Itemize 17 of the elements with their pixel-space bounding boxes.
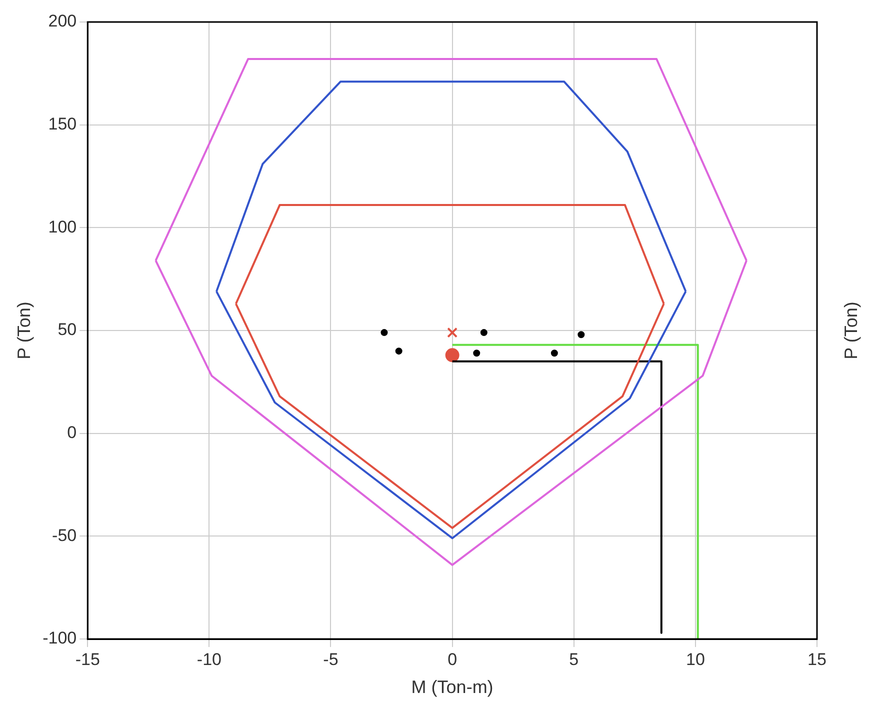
x-tick-label: 0 — [448, 650, 458, 669]
y-axis-title: P (Ton) — [14, 302, 34, 360]
x-tick-label: -10 — [196, 650, 222, 669]
y-tick-label: -100 — [42, 628, 77, 648]
x-tick-label: -5 — [323, 650, 338, 669]
y2-axis-title: P (Ton) — [840, 302, 861, 360]
x-tick-label: 15 — [808, 650, 826, 669]
x-tick-label: 10 — [686, 650, 705, 669]
x-tick-label: -15 — [75, 650, 100, 669]
y-tick-label: 200 — [48, 12, 77, 31]
y-tick-label: 150 — [48, 114, 77, 134]
x-tick-label: 5 — [569, 650, 579, 669]
y-tick-label: 0 — [67, 423, 77, 442]
y-tick-label: -50 — [52, 526, 77, 545]
y-tick-label: 50 — [58, 320, 77, 340]
x-axis-title: M (Ton-m) — [411, 677, 494, 698]
y-tick-label: 100 — [48, 217, 77, 236]
